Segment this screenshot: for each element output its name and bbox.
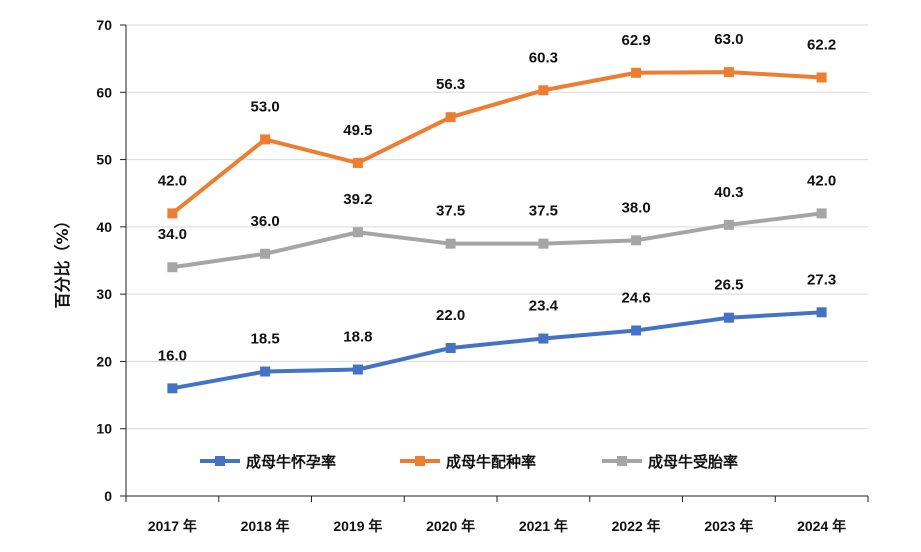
- y-tick-label: 40: [96, 219, 112, 235]
- data-point: [538, 85, 549, 96]
- data-point: [167, 208, 178, 219]
- data-label: 18.5: [251, 331, 280, 348]
- x-tick-label: 2022 年: [612, 518, 661, 534]
- data-point: [723, 312, 734, 323]
- data-point: [723, 67, 734, 78]
- data-point: [816, 72, 827, 83]
- data-label: 18.8: [343, 329, 372, 346]
- data-labels: 16.0 18.5 18.8 22.0 23.4 24.6 26.5 27.3 42.0 53.0…: [158, 31, 836, 364]
- legend-marker: [617, 456, 627, 466]
- data-point: [352, 227, 363, 238]
- x-tick-label: 2017 年: [148, 518, 197, 534]
- series-line-0: [170, 310, 824, 391]
- data-point: [538, 238, 549, 249]
- data-point: [167, 262, 178, 273]
- data-point: [445, 238, 456, 249]
- data-point: [538, 333, 549, 344]
- x-tick-label: 2023 年: [704, 518, 753, 534]
- y-tick-labels: 0 10 20 30 40 50 60 70: [96, 17, 112, 504]
- legend-item: 成母牛怀孕率: [200, 453, 336, 471]
- data-label: 56.3: [436, 76, 465, 93]
- data-point: [167, 383, 178, 394]
- data-label: 36.0: [251, 213, 280, 230]
- y-tick-label: 60: [96, 84, 112, 100]
- x-tick-label: 2018 年: [241, 518, 290, 534]
- data-label: 26.5: [714, 277, 743, 294]
- data-label: 27.3: [807, 271, 836, 288]
- y-tick-label: 70: [96, 17, 112, 33]
- data-point: [260, 366, 271, 377]
- data-point: [352, 364, 363, 375]
- data-label: 34.0: [158, 226, 187, 243]
- data-label: 38.0: [622, 199, 651, 216]
- data-point: [260, 134, 271, 145]
- data-label: 60.3: [529, 49, 558, 66]
- legend: 成母牛怀孕率 成母牛配种率 成母牛受胎率: [200, 453, 738, 471]
- data-point: [816, 307, 827, 318]
- data-label: 39.2: [343, 191, 372, 208]
- y-tick-label: 20: [96, 353, 112, 369]
- data-label: 53.0: [251, 98, 280, 115]
- legend-label: 成母牛怀孕率: [246, 453, 336, 471]
- data-label: 24.6: [622, 289, 651, 306]
- data-point: [723, 219, 734, 230]
- x-tick-label: 2020 年: [426, 518, 475, 534]
- data-label: 63.0: [714, 31, 743, 48]
- x-tick-label: 2021 年: [519, 518, 568, 534]
- legend-label: 成母牛配种率: [446, 453, 536, 471]
- series-line-1: [170, 70, 824, 216]
- legend-item: 成母牛配种率: [400, 453, 536, 471]
- data-label: 22.0: [436, 307, 465, 324]
- series-group: [167, 67, 827, 394]
- data-label: 62.2: [807, 36, 836, 53]
- y-tick-label: 30: [96, 286, 112, 302]
- data-point: [631, 67, 642, 78]
- data-label: 42.0: [158, 172, 187, 189]
- data-point: [260, 248, 271, 259]
- data-label: 37.5: [529, 203, 558, 220]
- legend-marker: [215, 456, 225, 466]
- data-label: 62.9: [622, 32, 651, 49]
- axes: [125, 25, 869, 502]
- data-point: [631, 235, 642, 246]
- data-label: 42.0: [807, 172, 836, 189]
- data-point: [816, 208, 827, 219]
- y-tick-label: 10: [96, 421, 112, 437]
- y-axis-title: 百分比（%）: [53, 212, 72, 308]
- x-tick-label: 2024 年: [797, 518, 846, 534]
- x-tick-label: 2019 年: [333, 518, 382, 534]
- y-tick-label: 0: [104, 488, 112, 504]
- data-label: 23.4: [529, 298, 559, 315]
- data-point: [631, 325, 642, 336]
- data-point: [445, 112, 456, 123]
- gridlines: [120, 24, 868, 497]
- legend-item: 成母牛受胎率: [602, 453, 738, 471]
- data-point: [352, 157, 363, 168]
- data-label: 16.0: [158, 347, 187, 364]
- legend-marker: [415, 456, 425, 466]
- y-tick-label: 50: [96, 152, 112, 168]
- data-label: 40.3: [714, 184, 743, 201]
- data-label: 37.5: [436, 203, 465, 220]
- series-line-2: [170, 211, 824, 270]
- legend-label: 成母牛受胎率: [648, 453, 738, 471]
- data-label: 49.5: [343, 122, 372, 139]
- data-point: [445, 342, 456, 353]
- x-tick-labels: 2017 年 2018 年 2019 年 2020 年 2021 年 2022 年 2023…: [148, 518, 846, 534]
